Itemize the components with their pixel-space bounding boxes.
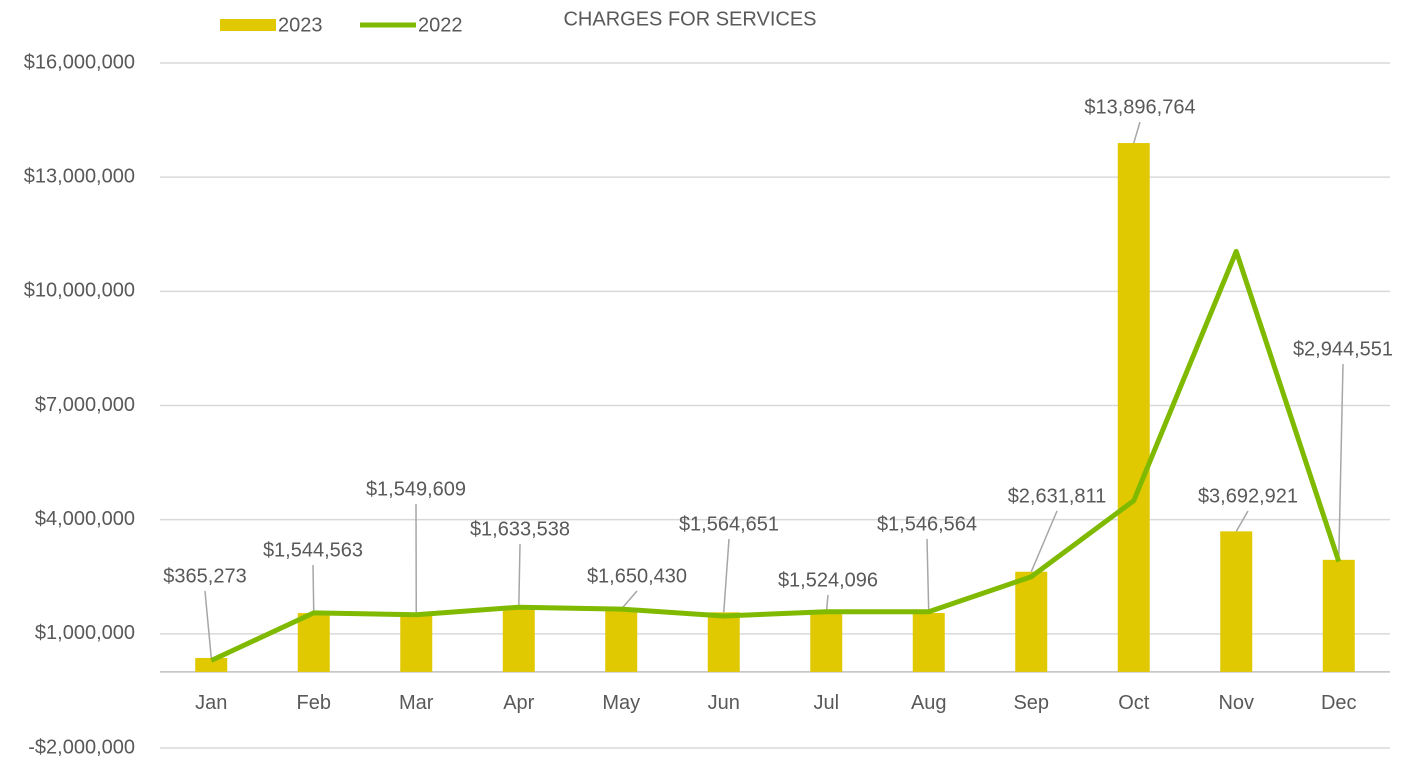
- x-tick-label: Feb: [297, 692, 331, 714]
- bar: [810, 613, 843, 672]
- x-tick-label: Apr: [503, 692, 534, 714]
- legend-swatch: [220, 19, 276, 31]
- data-label: $1,633,538: [470, 518, 570, 540]
- y-tick-label: -$2,000,000: [28, 736, 135, 758]
- x-tick-label: May: [602, 692, 640, 714]
- leader-line: [518, 543, 521, 610]
- leader-line: [926, 538, 930, 614]
- leader-line: [1338, 363, 1344, 560]
- bar: [1220, 531, 1253, 672]
- x-tick-label: Jul: [813, 692, 839, 714]
- y-tick-label: $1,000,000: [35, 622, 135, 644]
- y-tick-label: $16,000,000: [24, 51, 135, 73]
- x-tick-label: Nov: [1218, 692, 1254, 714]
- leader-line: [620, 590, 638, 610]
- data-label: $1,524,096: [778, 569, 878, 591]
- data-label: $3,692,921: [1198, 485, 1298, 507]
- data-label: $1,549,609: [366, 478, 466, 500]
- bar: [195, 657, 228, 672]
- data-label: $1,650,430: [587, 565, 687, 587]
- bar: [297, 613, 330, 672]
- bar: [1015, 571, 1048, 672]
- data-label: $1,546,564: [877, 513, 977, 535]
- bar: [707, 612, 740, 672]
- leader-line: [1030, 510, 1058, 573]
- bar: [912, 613, 945, 672]
- bar: [1117, 143, 1150, 672]
- leader-line: [1133, 121, 1141, 144]
- line: [210, 248, 1342, 663]
- y-tick-label: $13,000,000: [24, 165, 135, 187]
- chart-title: CHARGES FOR SERVICES: [563, 8, 816, 30]
- leader-line: [204, 590, 212, 659]
- leader-line: [723, 538, 730, 613]
- x-tick-label: Aug: [911, 692, 947, 714]
- data-label: $2,631,811: [1008, 485, 1107, 507]
- bar: [400, 612, 433, 672]
- x-tick-label: Sep: [1013, 692, 1049, 714]
- x-tick-label: Jun: [708, 692, 740, 714]
- data-label: $1,544,563: [263, 539, 363, 561]
- x-tick-label: Jan: [195, 692, 227, 714]
- leader-line: [312, 564, 315, 614]
- x-tick-label: Oct: [1118, 692, 1150, 714]
- x-tick-label: Dec: [1321, 692, 1357, 714]
- data-label: $365,273: [163, 565, 246, 587]
- legend-label: 2023: [278, 14, 323, 36]
- y-tick-label: $4,000,000: [35, 508, 135, 530]
- bar: [605, 609, 638, 672]
- data-label: $1,564,651: [679, 513, 779, 535]
- leader-line: [1235, 510, 1249, 532]
- y-tick-label: $10,000,000: [24, 280, 135, 302]
- bar: [1322, 559, 1355, 672]
- data-label: $13,896,764: [1084, 96, 1195, 118]
- y-tick-label: $7,000,000: [35, 394, 135, 416]
- legend-label: 2022: [418, 14, 463, 36]
- x-tick-label: Mar: [399, 692, 434, 714]
- bar: [502, 609, 535, 672]
- data-label: $2,944,551: [1293, 338, 1393, 360]
